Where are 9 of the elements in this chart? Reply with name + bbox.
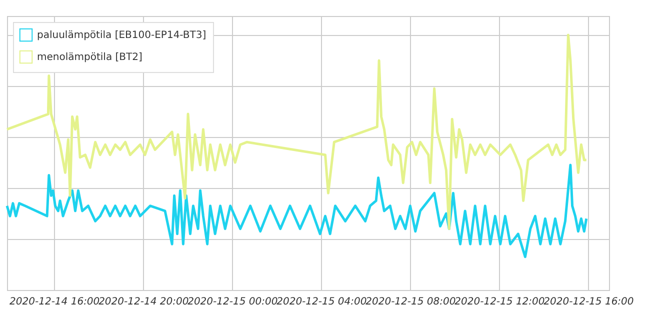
x-tick-label: 2020-12-15 12:00 [454,296,545,308]
legend-label: menolämpötila [BT2] [37,52,142,63]
x-tick-label: 2020-12-15 16:00 [544,296,634,308]
x-tick-label: 2020-12-15 08:00 [366,296,456,308]
x-tick-label: 2020-12-14 20:00 [98,296,189,308]
x-tick-label: 2020-12-14 16:00 [10,296,100,308]
x-tick-label: 2020-12-15 04:00 [276,296,367,308]
x-tick-label: 2020-12-15 00:00 [188,296,278,308]
legend-label: paluulämpötila [EB100-EP14-BT3] [37,30,206,41]
